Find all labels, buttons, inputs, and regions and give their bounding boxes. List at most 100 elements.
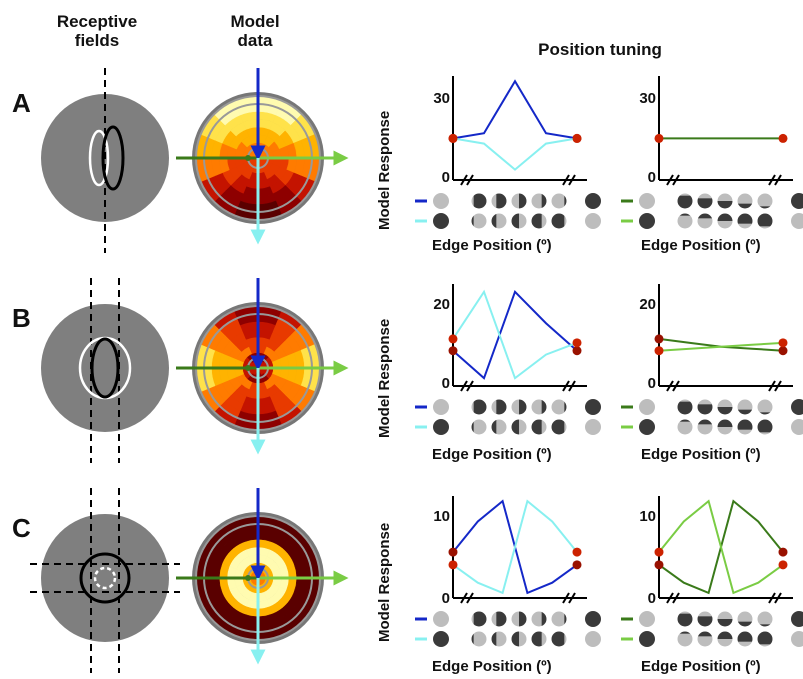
stimulus-icon-edge [757, 206, 773, 209]
stimulus-icon-edge [496, 419, 507, 435]
stimulus-icon-outline [470, 398, 488, 416]
header-position-tuning: Position tuning [500, 40, 700, 59]
series-end-point [778, 346, 788, 356]
stimulus-icon-edge [542, 213, 547, 229]
stimulus-icon-outline [470, 418, 488, 436]
stimulus-icon-edge [677, 634, 693, 647]
x-axis-label-c-right: Edge Position (º) [641, 658, 761, 675]
stimulus-icon-outline [676, 212, 694, 230]
stimulus-icon-edge [474, 611, 487, 627]
stimulus-icon-outline [696, 398, 714, 416]
header-receptive-fields-text: Receptive fields [56, 12, 138, 50]
stimulus-icon-edge [737, 430, 753, 435]
stimulus-icon-edge [677, 402, 693, 415]
x-axis-label-b-left: Edge Position (º) [432, 446, 552, 463]
axis-break-mark [466, 174, 474, 186]
x-axis-label-b-right: Edge Position (º) [641, 446, 761, 463]
stimulus-icon-uniform [433, 631, 449, 647]
stimulus-icon-outline [550, 398, 568, 416]
stimulus-icon-outline [510, 398, 528, 416]
stimulus-icon-base [551, 213, 567, 229]
tick-a-left-top: 30 [433, 90, 450, 107]
stimulus-icon-edge [474, 631, 487, 647]
stimulus-icon-outline [716, 192, 734, 210]
stimulus-icon-outline [696, 192, 714, 210]
stimulus-icon-edge [564, 193, 567, 209]
stimulus-icon-outline [716, 212, 734, 230]
stimulus-icon-base [757, 213, 773, 229]
series-line-a-left-0 [452, 79, 578, 140]
stimulus-icon-outline [470, 192, 488, 210]
stimulus-icon-outline [736, 398, 754, 416]
stimulus-icon-outline [550, 630, 568, 648]
tick-c-right-zero: 0 [647, 590, 656, 607]
center-ellipse-black [90, 337, 120, 399]
stimulus-icon-edge [496, 631, 507, 647]
stimulus-icon-uniform [585, 611, 601, 627]
green-arrow-tip [245, 365, 251, 371]
tick-c-right-top: 10 [639, 508, 656, 525]
stimulus-icon-edge [564, 419, 567, 435]
stimulus-icon-uniform [639, 631, 655, 647]
stimulus-icon-outline [716, 610, 734, 628]
axis-break-mark [466, 592, 474, 604]
stimulus-icon-outline [550, 418, 568, 436]
row-label-c: C [12, 513, 31, 543]
stimulus-icon-outline [510, 630, 528, 648]
stimulus-icon-outline [530, 212, 548, 230]
stimulus-icon-edge [697, 218, 713, 229]
axis-break-mark [562, 592, 570, 604]
stimulus-icon-outline [696, 610, 714, 628]
stimulus-icon-outline [550, 610, 568, 628]
axis-break-mark [666, 174, 674, 186]
stimulus-icon-edge [474, 399, 487, 415]
y-axis-label-b: Model Response [376, 318, 393, 438]
tick-b-right-top: 20 [639, 296, 656, 313]
axis-break-mark [672, 174, 680, 186]
series-end-point [778, 338, 788, 348]
stimulus-icon-uniform [791, 213, 803, 229]
green-arrow-tip [245, 575, 251, 581]
stimulus-icon-outline [490, 630, 508, 648]
stimulus-icon-outline [530, 610, 548, 628]
stimulus-icon-edge [519, 193, 527, 209]
series-line-b-left-1 [452, 289, 578, 380]
stimulus-icon-uniform [585, 419, 601, 435]
stimulus-icon-edge [474, 213, 487, 229]
series-line-c-left-1 [452, 499, 578, 595]
series-end-point [778, 560, 788, 570]
stimulus-icon-base [551, 611, 567, 627]
stimulus-icon-outline [716, 398, 734, 416]
stimulus-icon-edge [542, 399, 547, 415]
stimulus-icon-edge [519, 419, 527, 435]
axis-break-mark [768, 592, 776, 604]
stimulus-icon-outline [756, 192, 774, 210]
series-end-point [654, 133, 664, 143]
stimulus-icon-outline [716, 630, 734, 648]
stimulus-icon-outline [676, 418, 694, 436]
tick-c-left-top: 10 [433, 508, 450, 525]
stimulus-icon-base [757, 631, 773, 647]
stimulus-icon-edge [737, 204, 753, 209]
stimulus-icon-outline [736, 212, 754, 230]
stimulus-icon-outline [676, 398, 694, 416]
stimulus-icon-uniform [585, 399, 601, 415]
series-end-point [572, 133, 582, 143]
stimulus-icon-edge [519, 631, 527, 647]
y-axis-label-c: Model Response [376, 522, 393, 642]
series-end-point [778, 547, 788, 557]
tick-a-left-zero: 0 [441, 169, 450, 186]
axis-break-mark [460, 592, 468, 604]
stimulus-icon-outline [510, 212, 528, 230]
stimulus-icon-edge [564, 213, 567, 229]
stimulus-icon-base [757, 419, 773, 435]
center-ring-white [93, 566, 117, 590]
stimulus-icon-uniform [433, 193, 449, 209]
axis-break-mark [562, 174, 570, 186]
x-axis-label-c-left: Edge Position (º) [432, 658, 552, 675]
series-end-point [448, 133, 458, 143]
stimulus-icon-outline [756, 610, 774, 628]
center-ring-black [79, 552, 131, 604]
green-arrow-tip [245, 155, 251, 161]
stimulus-icon-outline [530, 418, 548, 436]
